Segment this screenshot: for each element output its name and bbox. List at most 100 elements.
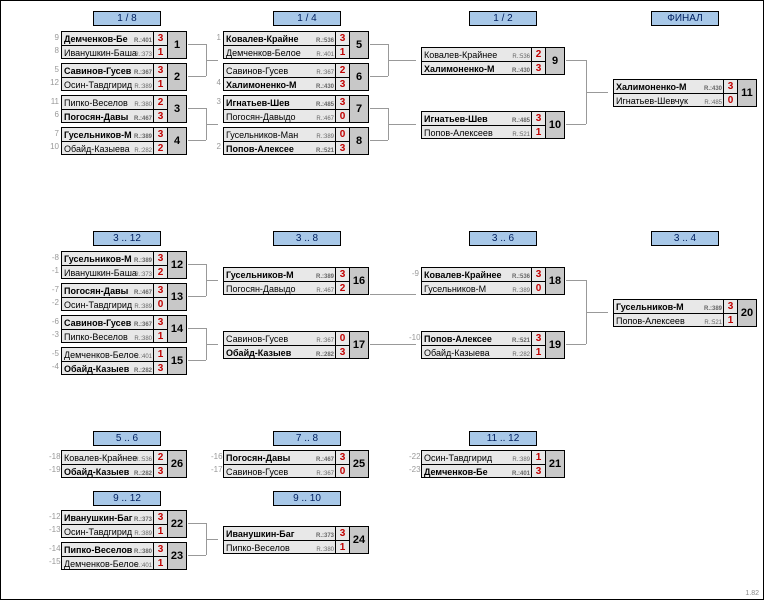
match-26: Ковалев-КрайнееR.:536226Обайд-КазыевR.:2… — [61, 450, 187, 478]
seed: -13 — [49, 525, 59, 534]
player-a: Савинов-ГусевR.:367 — [224, 64, 336, 77]
match-number: 22 — [168, 511, 186, 537]
seed: -1 — [49, 266, 59, 275]
round-label-910: 9 .. 10 — [273, 491, 341, 506]
player-a: Савинов-ГусевR.:367 — [62, 316, 154, 329]
player-b: Погосян-ДавыR.:467 — [62, 109, 154, 122]
match-18: Ковалев-КрайнееR.:536318Гусельников-МR.:… — [421, 267, 565, 295]
score-b: 0 — [724, 93, 738, 106]
score-b: 1 — [336, 45, 350, 58]
round-label-12: 1 / 2 — [469, 11, 537, 26]
score-a: 3 — [154, 252, 168, 265]
score-a: 1 — [154, 348, 168, 361]
round-label-14: 1 / 4 — [273, 11, 341, 26]
match-19: Попов-АлексееR.:521319Обайд-КазыеваR.:28… — [421, 331, 565, 359]
score-a: 0 — [336, 332, 350, 345]
player-b: Попов-АлексееR.:521 — [224, 141, 336, 154]
score-a: 2 — [532, 48, 546, 61]
match-number: 8 — [350, 128, 368, 154]
score-b: 0 — [336, 109, 350, 122]
player-a: Халимоненко-МR.:430 — [614, 80, 724, 93]
seed: 5 — [49, 65, 59, 74]
round-label-36: 3 .. 6 — [469, 231, 537, 246]
seed: -12 — [49, 512, 59, 521]
round-label-1112: 11 .. 12 — [469, 431, 537, 446]
score-a: 2 — [154, 96, 168, 109]
player-a: Игнатьев-ШевR.:485 — [422, 112, 532, 125]
player-b: Погосян-ДавыдоR.:467 — [224, 281, 336, 294]
seed: -7 — [49, 285, 59, 294]
player-a: Гусельников-МR.:389 — [62, 252, 154, 265]
player-a: Иванушкин-БагR.:373 — [62, 511, 154, 524]
score-a: 2 — [336, 64, 350, 77]
seed: -18 — [49, 452, 59, 461]
score-b: 0 — [336, 464, 350, 477]
match-number: 24 — [350, 527, 368, 553]
match-number: 6 — [350, 64, 368, 90]
score-b: 1 — [154, 556, 168, 569]
score-a: 3 — [532, 112, 546, 125]
match-8: Гусельников-МанR.:38908Попов-АлексееR.:5… — [223, 127, 369, 155]
match-2: Савинов-ГусевR.:36732Осин-ТавдгиридR.:38… — [61, 63, 187, 91]
match-number: 19 — [546, 332, 564, 358]
bracket-container: { "version": "1.82", "labels": { "r18": … — [0, 0, 764, 600]
match-3: Пипко-ВеселовR.:38023Погосян-ДавыR.:4673 — [61, 95, 187, 123]
player-a: Демченков-БеR.:401 — [62, 32, 154, 45]
player-b: Попов-АлексеевR.:521 — [614, 313, 724, 326]
player-b: Иванушкин-БашаR.:373 — [62, 45, 154, 58]
score-a: 3 — [336, 527, 350, 540]
match-number: 4 — [168, 128, 186, 154]
player-a: Ковалев-КрайнееR.:536 — [422, 268, 532, 281]
score-b: 2 — [336, 281, 350, 294]
player-b: Попов-АлексеевR.:521 — [422, 125, 532, 138]
player-a: Осин-ТавдгиридR.:389 — [422, 451, 532, 464]
match-23: Пипко-ВеселовR.:380323Демченков-БелоеR.:… — [61, 542, 187, 570]
score-b: 1 — [336, 540, 350, 553]
score-a: 3 — [154, 64, 168, 77]
match-number: 14 — [168, 316, 186, 342]
player-a: Гусельников-МR.:389 — [614, 300, 724, 313]
score-a: 1 — [532, 451, 546, 464]
seed: 2 — [211, 142, 221, 151]
round-label-final: ФИНАЛ — [651, 11, 719, 26]
seed: 10 — [49, 142, 59, 151]
score-b: 3 — [532, 464, 546, 477]
score-a: 3 — [154, 543, 168, 556]
match-16: Гусельников-МR.:389316Погосян-ДавыдоR.:4… — [223, 267, 369, 295]
match-number: 16 — [350, 268, 368, 294]
match-number: 17 — [350, 332, 368, 358]
score-a: 3 — [336, 96, 350, 109]
player-a: Савинов-ГусевR.:367 — [62, 64, 154, 77]
seed: -23 — [409, 465, 419, 474]
player-b: Игнатьев-ШевчукR.:485 — [614, 93, 724, 106]
seed: -9 — [409, 269, 419, 278]
match-number: 3 — [168, 96, 186, 122]
score-a: 3 — [336, 32, 350, 45]
player-a: Савинов-ГусевR.:367 — [224, 332, 336, 345]
round-label-78: 7 .. 8 — [273, 431, 341, 446]
round-label-38: 3 .. 8 — [273, 231, 341, 246]
match-number: 10 — [546, 112, 564, 138]
match-number: 13 — [168, 284, 186, 310]
score-b: 1 — [154, 45, 168, 58]
score-b: 3 — [154, 361, 168, 374]
player-b: Демченков-БелоеR.:401 — [62, 556, 154, 569]
match-20: Гусельников-МR.:389320Попов-АлексеевR.:5… — [613, 299, 757, 327]
match-number: 26 — [168, 451, 186, 477]
score-b: 2 — [154, 141, 168, 154]
score-b: 3 — [154, 109, 168, 122]
seed: 8 — [49, 46, 59, 55]
match-4: Гусельников-МR.:38934Обайд-КазыеваR.:282… — [61, 127, 187, 155]
player-b: Савинов-ГусевR.:367 — [224, 464, 336, 477]
score-a: 3 — [532, 268, 546, 281]
player-b: Гусельников-МR.:389 — [422, 281, 532, 294]
player-a: Попов-АлексееR.:521 — [422, 332, 532, 345]
match-14: Савинов-ГусевR.:367314Пипко-ВеселовR.:38… — [61, 315, 187, 343]
match-25: Погосян-ДавыR.:467325Савинов-ГусевR.:367… — [223, 450, 369, 478]
match-6: Савинов-ГусевR.:36726Халимоненко-МR.:430… — [223, 63, 369, 91]
player-b: Обайд-КазыеваR.:282 — [62, 141, 154, 154]
player-a: Гусельников-МанR.:389 — [224, 128, 336, 141]
score-b: 3 — [336, 141, 350, 154]
player-b: Обайд-КазыевR.:282 — [224, 345, 336, 358]
match-number: 25 — [350, 451, 368, 477]
